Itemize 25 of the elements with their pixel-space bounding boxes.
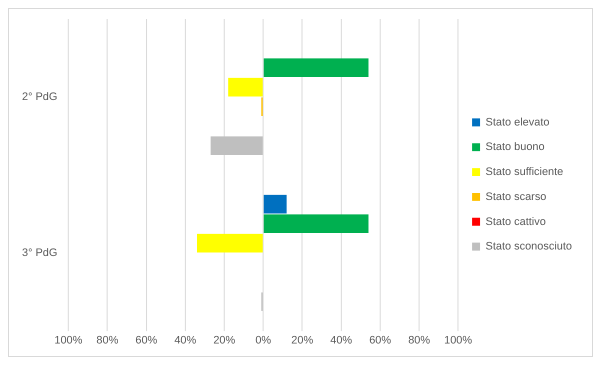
- bar: [210, 136, 263, 155]
- legend-label: Stato scarso: [486, 190, 546, 203]
- x-tick-label: 40%: [330, 334, 352, 346]
- y-tick-label: 2° PdG: [22, 90, 58, 103]
- legend-label: Stato buono: [486, 141, 545, 154]
- legend-label: Stato cattivo: [486, 216, 546, 228]
- x-tick-label: 80%: [408, 334, 430, 346]
- bar: [197, 234, 263, 252]
- x-tick-label: 60%: [135, 334, 158, 346]
- legend-label: Stato sufficiente: [486, 166, 564, 178]
- x-tick-label: 20%: [291, 334, 314, 346]
- y-tick-label: 3° PdG: [22, 246, 58, 259]
- x-tick-label: 80%: [96, 334, 119, 346]
- bar: [264, 194, 287, 214]
- x-tick-label: 100%: [54, 334, 83, 346]
- x-tick-label: 100%: [444, 334, 472, 346]
- x-tick-label: 60%: [369, 334, 392, 346]
- legend-label: Stato elevato: [486, 116, 550, 128]
- x-tick-label: 40%: [174, 334, 197, 346]
- legend-label: Stato sconosciuto: [486, 240, 572, 253]
- x-tick-label: 0%: [255, 334, 272, 346]
- x-tick-label: 20%: [213, 334, 236, 346]
- bar: [264, 58, 368, 77]
- bar: [264, 214, 368, 233]
- bar: [228, 78, 263, 96]
